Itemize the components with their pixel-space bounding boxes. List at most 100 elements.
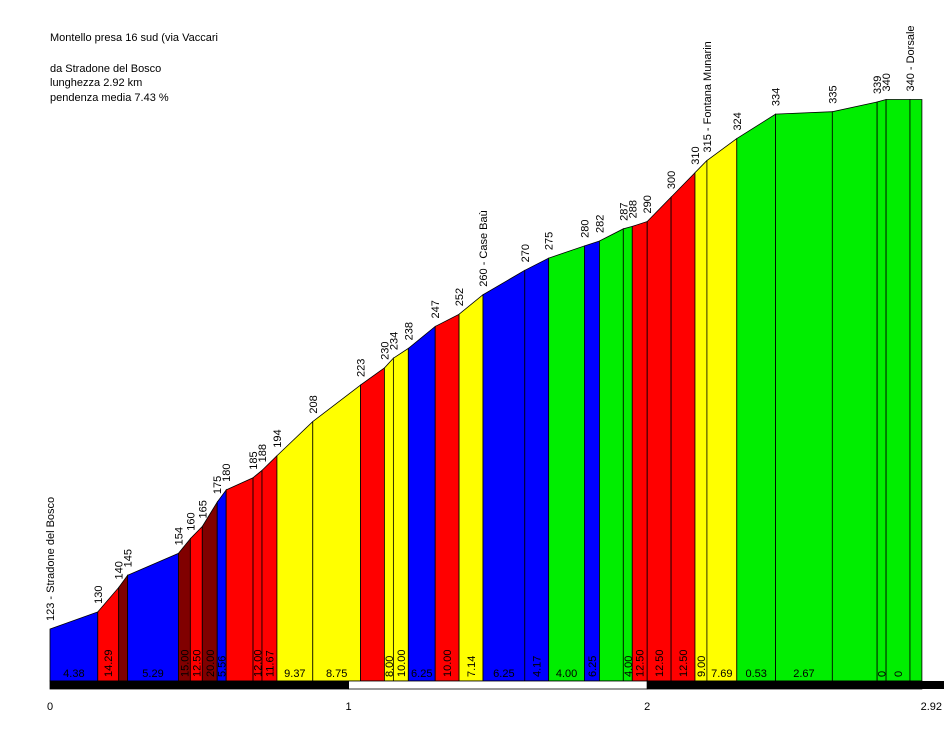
altitude-label: 287 — [618, 202, 630, 220]
subtitle-start: da Stradone del Bosco — [50, 63, 162, 75]
segment-gradient-label: 14.29 — [103, 649, 115, 677]
profile-segment — [118, 574, 129, 682]
altitude-label: 290 — [642, 195, 654, 213]
segment-gradient-label: 10.00 — [442, 649, 454, 677]
altitude-label: 270 — [520, 244, 532, 262]
profile-segment — [548, 245, 585, 682]
altitude-label: 288 — [627, 200, 639, 218]
segment-gradient-label: 8.00 — [384, 656, 396, 677]
altitude-label: 335 — [827, 85, 839, 103]
altitude-label: 208 — [308, 395, 320, 413]
altitude-label: 185 — [248, 451, 260, 469]
segment-gradient-label: 15.00 — [179, 649, 191, 677]
altitude-label: 260 - Case Baù — [478, 210, 490, 286]
altitude-label: 280 — [579, 220, 591, 238]
segment-gradient-label: 0.53 — [745, 668, 766, 680]
segment-gradient-label: 5.56 — [217, 656, 229, 677]
scale-bar-segment — [348, 680, 648, 690]
profile-segment — [885, 99, 911, 682]
segment-gradient-label: 7.69 — [711, 668, 732, 680]
altitude-label: 230 — [379, 342, 391, 360]
profile-segment — [384, 357, 394, 682]
altitude-label: 324 — [732, 112, 744, 130]
altitude-label: 145 — [123, 549, 135, 567]
profile-segment — [225, 477, 254, 682]
scale-bar-segment — [49, 680, 350, 690]
segment-gradient-label: 0 — [893, 671, 905, 677]
altitude-label: 130 — [93, 586, 105, 604]
segment-gradient-label: 10.00 — [396, 649, 408, 677]
altitude-label: 282 — [594, 215, 606, 233]
profile-segment — [216, 488, 227, 682]
profile-segment — [909, 99, 923, 682]
x-tick-label: 2 — [644, 701, 650, 713]
profile-segment — [360, 367, 385, 682]
segment-gradient-label: 11.67 — [264, 650, 276, 677]
segment-gradient-label: 6.25 — [587, 656, 599, 677]
profile-segment — [631, 220, 648, 682]
altitude-label: 140 — [114, 561, 126, 579]
altitude-label: 160 — [185, 512, 197, 530]
subtitle-length: lunghezza 2.92 km — [50, 77, 143, 89]
altitude-label: 339 — [872, 76, 884, 94]
profile-segment — [524, 257, 550, 682]
altitude-label: 340 - Dorsale — [905, 25, 917, 91]
profile-segment — [127, 552, 179, 682]
segment-gradient-label: 6.25 — [493, 668, 514, 680]
profile-segment — [694, 159, 708, 682]
profile-segment — [622, 225, 633, 682]
scale-bar-segment — [921, 681, 944, 689]
altitude-label: 252 — [454, 288, 466, 306]
altitude-label: 194 — [272, 429, 284, 447]
profile-segment — [736, 113, 776, 682]
profile-segment — [261, 454, 278, 682]
altitude-label: 175 — [212, 476, 224, 494]
altitude-label: 180 — [221, 464, 233, 482]
profile-segment — [599, 228, 624, 682]
profile-segment — [276, 420, 314, 682]
segment-gradient-label: 7.14 — [466, 656, 478, 677]
scale-bar-segment — [646, 680, 923, 690]
segment-gradient-label: 4.38 — [63, 668, 84, 680]
altitude-label: 300 — [666, 171, 678, 189]
segment-gradient-label: 4.17 — [532, 656, 544, 677]
segment-gradient-label: 6.25 — [411, 668, 432, 680]
profile-segment — [646, 196, 672, 682]
profile-segment — [876, 98, 887, 682]
profile-segment — [252, 469, 263, 682]
segment-gradient-label: 9.00 — [696, 656, 708, 677]
segment-gradient-label: 12.50 — [191, 649, 203, 677]
altitude-label: 123 - Stradone del Bosco — [45, 497, 57, 621]
gradient-labels: 4.38 14.29 5.29 15.00 12.50 20.00 5.56 12.00 11.… — [63, 649, 905, 680]
distance-scale-bar — [49, 680, 944, 690]
profile-segment — [584, 240, 600, 682]
profile-segment — [458, 293, 484, 682]
segment-gradient-label: 5.29 — [142, 668, 163, 680]
altitude-label: 310 — [690, 146, 702, 164]
profile-segments — [49, 98, 923, 682]
profile-segment — [434, 313, 460, 682]
segment-gradient-label: 0 — [877, 671, 889, 677]
altitude-label: 340 — [881, 73, 893, 91]
x-tick-label: 0 — [47, 701, 53, 713]
chart-title: Montello presa 16 sud (via Vaccari — [50, 32, 218, 44]
segment-gradient-label: 2.67 — [793, 668, 814, 680]
subtitle-gradient: pendenza media 7.43 % — [50, 92, 169, 104]
altitude-labels: 123 - Stradone del Bosco 1301401451541601… — [45, 25, 917, 621]
profile-segment — [312, 384, 361, 682]
segment-gradient-label: 4.00 — [556, 668, 577, 680]
profile-segment — [775, 111, 833, 682]
altitude-label: 247 — [430, 300, 442, 318]
profile-segment — [670, 171, 696, 682]
altitude-label: 188 — [257, 444, 269, 462]
segment-gradient-label: 12.50 — [654, 649, 666, 677]
x-tick-label: 1 — [346, 701, 352, 713]
altitude-label: 315 - Fontana Munarin — [702, 41, 714, 152]
altitude-label: 234 — [388, 332, 400, 350]
profile-segment — [392, 347, 409, 682]
altitude-label: 238 — [403, 322, 415, 340]
altitude-label: 223 — [356, 359, 368, 377]
segment-gradient-label: 20.00 — [205, 649, 217, 677]
x-axis-ticks: 0 1 2 2.92 — [47, 701, 942, 713]
